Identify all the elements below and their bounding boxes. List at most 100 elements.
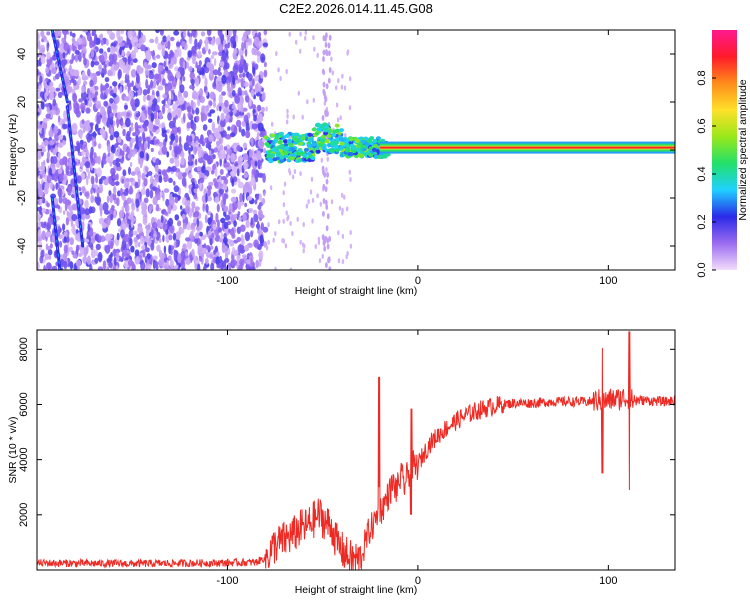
spectrogram-noise-cell <box>322 56 325 62</box>
spectrogram-noise-cell <box>312 97 315 103</box>
spectrogram-noise-cell <box>130 122 134 127</box>
spectrogram-noise-cell <box>262 42 269 48</box>
spectrogram-noise-cell <box>229 231 234 236</box>
spectrogram-signal-cell <box>311 142 317 147</box>
spectrogram-noise-cell <box>257 32 262 37</box>
colorbar-tick-label: 0.6 <box>696 118 708 133</box>
spectrogram-noise-cell <box>252 209 258 215</box>
spectrogram-noise-cell <box>89 38 94 49</box>
spectrogram-noise-cell <box>129 42 133 50</box>
spectrogram-streak-core <box>66 106 84 247</box>
spectrogram-noise-cell <box>90 164 93 171</box>
spectrogram-signal-cell <box>277 139 283 144</box>
spectrogram-noise-cell <box>250 258 253 268</box>
spectrogram-noise-cell <box>143 120 149 126</box>
spectrogram-noise-cell <box>188 153 193 163</box>
spectrogram-noise-cell <box>136 207 139 212</box>
spectrogram-noise-cell <box>299 31 302 37</box>
spectrogram-noise-cell <box>62 118 66 125</box>
spectrogram-noise-cell <box>254 199 258 205</box>
spectrogram-noise-cell <box>149 189 154 199</box>
spectrogram-noise-cell <box>87 170 91 180</box>
spectrogram-noise-cell <box>161 169 167 176</box>
spectrogram-noise-cell <box>272 237 275 243</box>
spectrogram-noise-cell <box>324 199 328 206</box>
spectrogram-noise-cell <box>247 73 253 82</box>
spectrogram-noise-cell <box>216 203 220 213</box>
spectrogram-noise-cell <box>155 90 160 97</box>
spectrogram-noise-cell <box>90 60 95 68</box>
spectrogram-noise-cell <box>46 174 52 184</box>
spectrogram-noise-cell <box>145 51 152 62</box>
spectrogram-noise-cell <box>206 61 211 68</box>
spectrogram-noise-cell <box>85 175 89 186</box>
spectrogram-signal-cell <box>372 139 378 143</box>
spectrogram-noise-cell <box>90 187 93 195</box>
spectrogram-noise-cell <box>135 43 142 48</box>
spectrogram-noise-cell <box>206 185 213 191</box>
spectrogram-noise-cell <box>111 144 115 151</box>
spectrogram-noise-cell <box>191 207 195 214</box>
spectrogram-noise-cell <box>93 85 99 91</box>
spectrogram-noise-cell <box>157 194 161 201</box>
spectrogram-noise-cell <box>257 122 264 132</box>
spectrogram-noise-cell <box>153 111 158 120</box>
spectrogram-noise-cell <box>112 81 118 87</box>
spectrogram-noise-cell <box>242 107 248 112</box>
spectrogram-noise-cell <box>174 158 180 168</box>
spectrogram-noise-cell <box>105 156 112 163</box>
spectrogram-noise-cell <box>293 169 297 174</box>
spectrogram-signal-cell <box>321 146 327 151</box>
spectrogram-noise-cell <box>343 85 347 91</box>
spectrogram-noise-cell <box>141 106 146 111</box>
spectrogram-noise-cell <box>89 263 93 270</box>
spectrogram-noise-cell <box>172 232 177 241</box>
spectrogram-noise-cell <box>85 124 91 132</box>
spectrogram-noise-cell <box>87 223 91 232</box>
spectrogram-noise-cell <box>163 245 167 254</box>
spectrogram-noise-cell <box>104 233 111 242</box>
spectrogram-noise-cell <box>129 238 133 246</box>
spectrogram-noise-cell <box>184 200 190 207</box>
spectrogram-noise-cell <box>244 202 248 208</box>
spectrogram-noise-cell <box>52 98 57 107</box>
spectrogram-noise-cell <box>144 70 150 76</box>
spectrogram-noise-cell <box>190 145 193 152</box>
spectrogram-noise-cell <box>316 52 319 58</box>
snr-x-tick-label: 0 <box>415 575 421 587</box>
spectrogram-noise-cell <box>158 64 164 72</box>
spectrogram-noise-cell <box>151 222 158 229</box>
spectrogram-signal-cell <box>339 137 344 142</box>
spectrogram-signal-cell <box>354 138 360 143</box>
spectrogram-noise-cell <box>186 136 191 142</box>
spectrogram-noise-cell <box>122 195 126 201</box>
spectrogram-noise-cell <box>75 218 80 227</box>
spectrogram-noise-cell <box>189 71 195 80</box>
spectrogram-noise-cell <box>153 139 158 145</box>
spectrogram-noise-cell <box>174 214 180 221</box>
spectrogram-noise-cell <box>341 259 345 265</box>
spectrogram-noise-cell <box>186 122 192 129</box>
spectrogram-noise-cell <box>167 71 173 82</box>
spectrogram-noise-cell <box>164 104 170 109</box>
spectrogram-signal-cell <box>326 134 332 138</box>
spectrogram-signal-cell <box>357 141 363 146</box>
spectrogram-noise-cell <box>253 114 257 122</box>
spectrogram-noise-cell <box>84 161 91 169</box>
spectrogram-noise-cell <box>46 202 50 208</box>
spectrogram-noise-cell <box>218 255 223 263</box>
spectrogram-noise-cell <box>192 109 195 115</box>
spectrogram-noise-cell <box>209 150 212 156</box>
spectrogram-noise-cell <box>263 61 267 68</box>
colorbar-ticks: 0.0 0.2 0.4 0.6 0.8 <box>696 70 716 278</box>
spectrogram-noise-cell <box>105 39 109 46</box>
spectrogram-noise-cell <box>148 72 155 80</box>
spectrogram-noise-cell <box>145 136 151 142</box>
spectrogram-noise-cell <box>57 187 63 198</box>
spectrogram-noise-cell <box>61 179 67 185</box>
spectrogram-noise-cell <box>286 113 289 119</box>
spectrogram-noise-cell <box>154 164 159 173</box>
spectrogram-noise-cell <box>252 108 256 114</box>
spectrogram-noise-cell <box>110 167 116 176</box>
spectrogram-noise-cell <box>243 161 248 170</box>
